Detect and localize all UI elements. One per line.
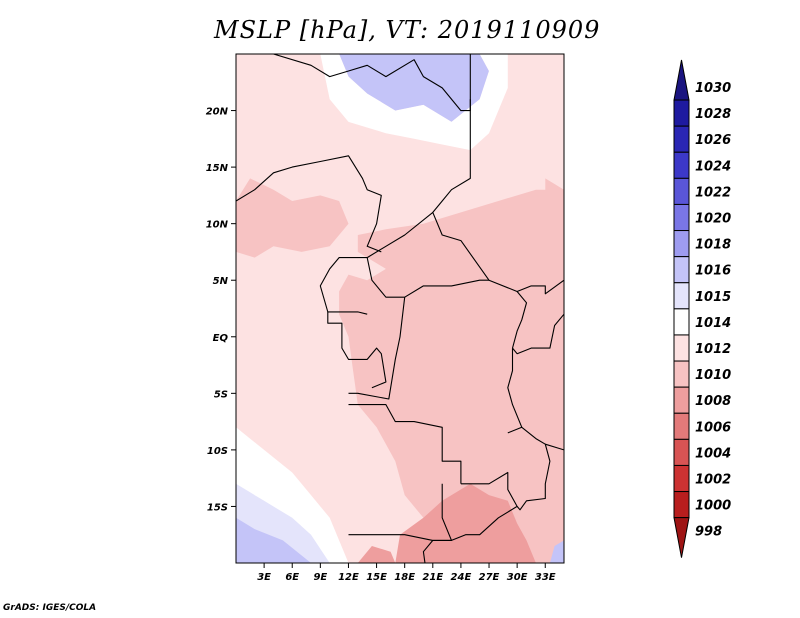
plot-frame: [235, 53, 565, 564]
x-tick-label: 24E: [451, 572, 472, 583]
y-tick-label: 20N: [206, 107, 229, 118]
colorbar-label: 1028: [695, 107, 731, 122]
border-line-1: [273, 54, 471, 112]
colorbar-label: 1015: [695, 290, 731, 305]
colorbar-swatch: [673, 151, 690, 179]
border-line-5: [327, 311, 387, 389]
colorbar-swatch: [673, 125, 690, 153]
colorbar-label: 1018: [695, 238, 731, 253]
y-axis: 20N 15N 10N 5N EQ 5S 10S 15S: [206, 107, 236, 513]
x-tick-label: 12E: [338, 572, 359, 583]
colorbar-swatch: [673, 203, 690, 232]
x-tick-label: 15E: [366, 572, 387, 583]
colorbar-label: 1016: [695, 264, 731, 279]
x-tick-label: 3E: [257, 572, 271, 583]
x-axis: 3E 6E 9E 12E 15E 18E 21E 24E 27E 30E 33E: [257, 563, 556, 583]
region-pink-central: [339, 189, 564, 563]
colorbar-label: 1006: [695, 420, 731, 435]
colorbar-swatch: [673, 412, 690, 440]
colorbar-swatch: [673, 59, 690, 101]
colorbar-swatch: [673, 517, 690, 558]
border-line-7: [348, 404, 462, 484]
colorbar-label: 1000: [695, 499, 731, 514]
x-tick-label: 33E: [535, 572, 556, 583]
region-pink-west-sahel: [236, 178, 349, 258]
colorbar-swatch: [673, 230, 690, 258]
border-line-2: [432, 99, 564, 295]
colorbar-label: 1008: [695, 394, 731, 409]
y-tick-label: 5N: [213, 276, 229, 287]
colorbar-label: 1004: [695, 446, 731, 461]
colorbar-swatch: [673, 438, 690, 466]
colorbar: 1030 1028 1026 1024 1022 1020 1018 1016 1015 1014…: [673, 59, 731, 558]
colorbar-label: 1002: [695, 473, 731, 488]
border-line-14: [512, 313, 564, 355]
region-blue-south-east: [549, 540, 564, 563]
colorbar-label: 1026: [695, 133, 731, 148]
y-tick-label: 10N: [206, 220, 229, 231]
colorbar-swatch: [673, 334, 690, 362]
colorbar-swatch: [673, 464, 690, 493]
x-tick-label: 30E: [507, 572, 528, 583]
border-line-4: [319, 257, 368, 315]
region-white-north: [320, 54, 508, 151]
colorbar-label: 1020: [695, 212, 731, 227]
x-tick-label: 21E: [422, 572, 443, 583]
colorbar-swatch: [673, 386, 690, 414]
y-tick-label: 15S: [207, 502, 228, 513]
border-line-3: [366, 211, 489, 298]
border-line-9: [348, 534, 475, 541]
border-line-6: [348, 297, 406, 400]
colorbar-label: 1012: [695, 342, 731, 357]
border-line-13: [507, 348, 523, 428]
y-tick-label: EQ: [213, 333, 229, 344]
y-tick-label: 15N: [206, 163, 229, 174]
colorbar-swatch: [673, 308, 690, 336]
region-salmon-south-west: [357, 546, 396, 563]
colorbar-label: 1010: [695, 368, 731, 383]
colorbar-label: 998: [695, 525, 722, 540]
colorbar-swatch: [673, 177, 690, 205]
colorbar-label: 1030: [695, 81, 731, 96]
colorbar-label: 1024: [695, 159, 731, 174]
border-line-0: [236, 155, 382, 253]
country-borders: [236, 54, 564, 563]
colorbar-label: 1014: [695, 316, 731, 331]
colorbar-swatch: [673, 491, 690, 519]
grads-credit: GrADS: IGES/COLA: [3, 603, 97, 613]
colorbar-swatch: [673, 256, 690, 284]
pressure-field: [236, 54, 564, 563]
x-tick-label: 6E: [285, 572, 299, 583]
border-line-15: [511, 291, 528, 349]
colorbar-swatch: [673, 360, 690, 388]
border-line-11: [507, 426, 551, 511]
x-tick-label: 9E: [313, 572, 327, 583]
x-tick-label: 27E: [479, 572, 500, 583]
y-tick-label: 5S: [214, 389, 228, 400]
colorbar-swatch: [673, 99, 690, 127]
x-tick-label: 18E: [394, 572, 415, 583]
colorbar-label: 1022: [695, 185, 731, 200]
colorbar-swatch: [673, 282, 690, 310]
border-line-12: [545, 443, 564, 451]
border-line-10: [460, 471, 518, 536]
y-tick-label: 10S: [207, 446, 228, 457]
region-blue-south-west: [236, 517, 311, 563]
chart-title: MSLP [hPa], VT: 2019110909: [214, 16, 601, 44]
